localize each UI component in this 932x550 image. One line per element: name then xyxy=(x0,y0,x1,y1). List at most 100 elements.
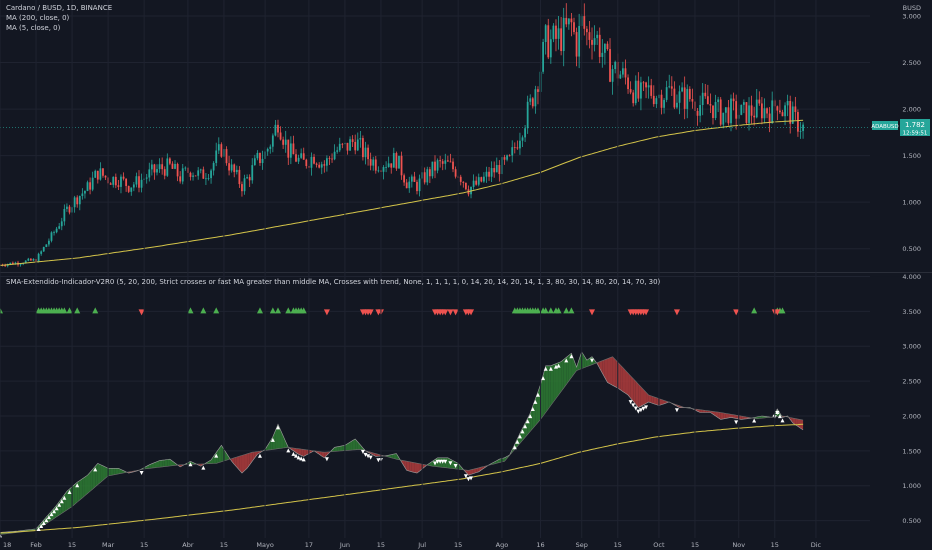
slow-ma-line[interactable] xyxy=(0,356,804,535)
bull-ribbon-segment xyxy=(352,438,356,451)
bear-ribbon-segment xyxy=(643,389,647,405)
bull-ribbon-segment xyxy=(84,475,88,496)
bull-ribbon-segment xyxy=(579,351,582,370)
bear-ribbon-segment xyxy=(656,397,659,406)
buy-signal-triangle xyxy=(61,307,68,314)
buy-signal-triangle xyxy=(779,307,786,314)
indicator-title[interactable]: SMA-Extendido-Indicador-V2R0 (5, 20, 200… xyxy=(6,278,661,286)
candle-body xyxy=(202,169,205,179)
candle-body xyxy=(271,135,274,147)
buy-marker xyxy=(530,407,535,412)
candle-body xyxy=(678,91,681,103)
candle-body xyxy=(797,112,799,132)
sell-marker xyxy=(438,459,443,464)
candle-body xyxy=(776,106,779,111)
candle-body xyxy=(771,100,774,124)
candle-body xyxy=(647,85,650,88)
bear-ribbon-segment xyxy=(720,412,724,420)
buy-marker xyxy=(780,418,785,423)
bull-ribbon-segment xyxy=(360,444,363,451)
bull-ribbon-segment xyxy=(357,441,361,450)
time-tick-label: Oct xyxy=(653,541,665,549)
candle-body xyxy=(621,68,624,75)
candle-body xyxy=(338,143,341,151)
candle-body xyxy=(609,49,611,82)
sell-marker xyxy=(324,457,329,462)
indicator-tick-label: 3.000 xyxy=(902,343,921,351)
candle-body xyxy=(207,178,210,179)
bear-ribbon-segment xyxy=(646,392,649,404)
bull-ribbon-segment xyxy=(102,465,106,481)
bear-ribbon-segment xyxy=(702,410,706,413)
candle-body xyxy=(724,107,727,113)
candle-body xyxy=(753,115,756,118)
candle-body xyxy=(253,158,256,166)
candle-body xyxy=(498,165,501,175)
candle-body xyxy=(632,92,635,104)
buy-marker xyxy=(541,376,546,381)
candle-body xyxy=(660,94,663,108)
candle-body xyxy=(161,164,164,170)
candle-body xyxy=(37,253,40,262)
candle-body xyxy=(521,137,524,141)
bear-ribbon-segment xyxy=(620,364,623,392)
time-tick-label: 15 xyxy=(377,541,385,549)
candle-body xyxy=(362,138,364,158)
candle-body xyxy=(529,98,532,102)
sell-marker xyxy=(368,455,373,460)
candle-body xyxy=(27,258,30,261)
ma200-legend[interactable]: MA (200, close, 0) xyxy=(6,14,70,22)
candle-body xyxy=(197,170,200,176)
bull-ribbon-segment xyxy=(550,364,554,406)
candle-body xyxy=(598,34,601,57)
candle-body xyxy=(351,139,354,142)
candle-body xyxy=(640,82,642,99)
ma200-indicator-line[interactable] xyxy=(0,423,804,534)
candle-body xyxy=(91,177,94,190)
candle-body xyxy=(145,177,148,179)
candle-body xyxy=(454,169,457,177)
symbol-tag-bg xyxy=(872,121,898,130)
candle-body xyxy=(9,262,12,265)
bull-ribbon-segment xyxy=(113,468,116,475)
candle-body xyxy=(122,176,125,179)
candle-body xyxy=(199,169,202,171)
candle-body xyxy=(696,110,699,116)
price-tag: ADABUSD 1.782 12:59:51 xyxy=(871,119,930,137)
bull-ribbon-segment xyxy=(561,359,564,392)
bear-ribbon-segment xyxy=(700,409,703,413)
candle-body xyxy=(24,260,27,264)
buy-marker xyxy=(569,354,574,359)
bear-ribbon-segment xyxy=(236,456,240,471)
bear-ribbon-segment xyxy=(738,415,742,420)
ma5-legend[interactable]: MA (5, close, 0) xyxy=(6,24,61,32)
ma200-line[interactable] xyxy=(0,119,804,266)
bull-ribbon-segment xyxy=(447,457,451,469)
candle-body xyxy=(68,206,71,213)
candle-body xyxy=(552,25,555,40)
last-price-label: 1.782 xyxy=(905,121,925,129)
bull-ribbon-segment xyxy=(429,461,433,467)
buy-marker xyxy=(67,490,72,495)
bull-ribbon-segment xyxy=(540,375,544,420)
candle-body xyxy=(181,168,184,182)
indicator-tick-label: 0.500 xyxy=(902,517,921,525)
candle-body xyxy=(153,164,156,173)
candle-body xyxy=(699,105,702,116)
candle-body xyxy=(766,108,768,114)
bull-ribbon-segment xyxy=(592,356,595,365)
sell-marker xyxy=(433,461,437,466)
bear-ribbon-segment xyxy=(638,384,641,408)
indicator-tick-label: 3.500 xyxy=(902,308,921,316)
candle-body xyxy=(228,163,230,171)
candle-body xyxy=(459,176,462,182)
candle-body xyxy=(760,103,763,119)
candle-body xyxy=(135,176,138,185)
bear-ribbon-segment xyxy=(718,412,721,420)
candle-body xyxy=(732,98,735,102)
buy-marker xyxy=(517,434,522,439)
candle-body xyxy=(403,175,406,183)
bull-ribbon-segment xyxy=(221,445,224,462)
candle-body xyxy=(310,156,313,168)
